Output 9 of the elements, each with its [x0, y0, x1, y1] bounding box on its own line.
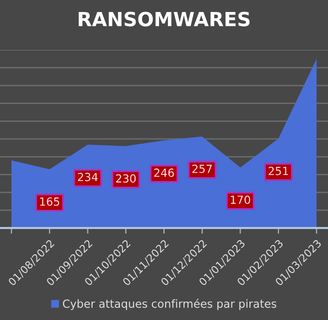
data-label: 257	[192, 164, 212, 174]
data-label: 251	[268, 166, 288, 176]
legend-label: Cyber attaques confirmées par pirates	[62, 298, 276, 310]
data-label: 234	[78, 172, 98, 182]
data-label: 165	[40, 197, 60, 206]
data-label: 170	[230, 196, 250, 204]
chart-title: RANSOMWARES	[78, 12, 250, 26]
data-label: 246	[154, 168, 174, 177]
data-label: 230	[116, 174, 136, 183]
